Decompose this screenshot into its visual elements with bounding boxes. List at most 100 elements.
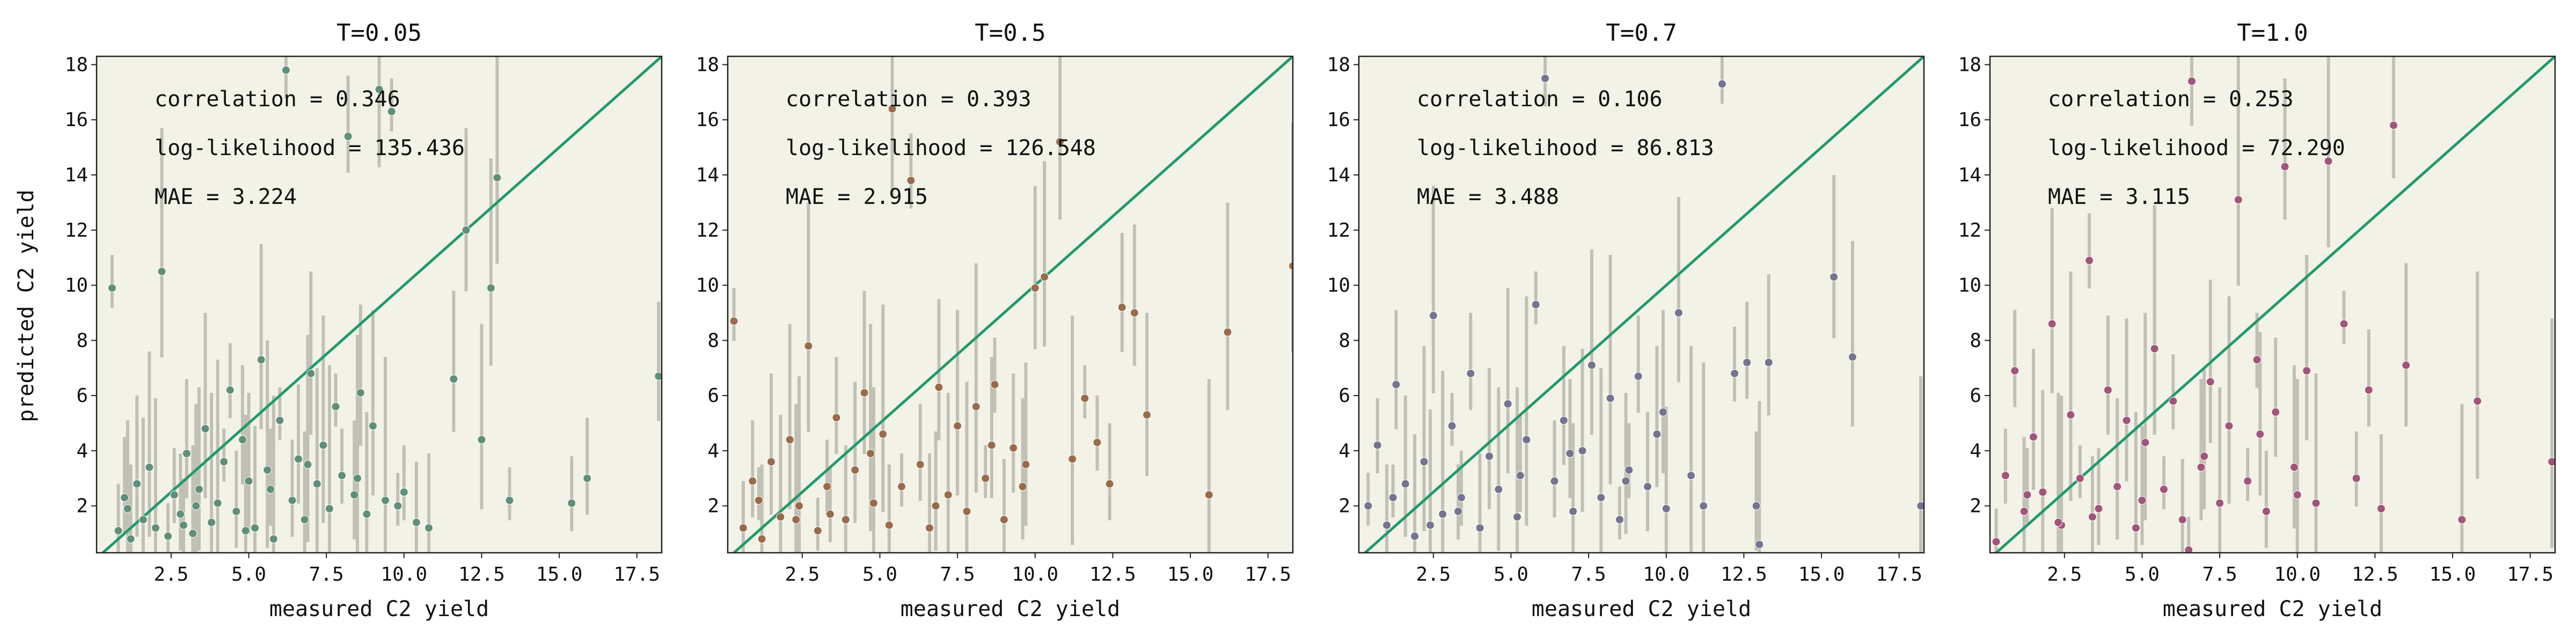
data-point (2352, 474, 2361, 483)
y-tick-label: 18 (696, 54, 719, 76)
data-point (981, 474, 990, 483)
data-point (2339, 319, 2348, 328)
data-point (2271, 407, 2280, 416)
data-point (2103, 385, 2112, 394)
data-point (1289, 261, 1293, 270)
x-tick-label: 17.5 (613, 564, 660, 586)
data-point (219, 457, 229, 466)
data-point (362, 510, 371, 519)
data-point (757, 535, 766, 544)
chart-title: T=0.05 (336, 19, 422, 47)
x-tick-label: 7.5 (1571, 564, 1606, 586)
data-point (251, 523, 260, 532)
data-point (1021, 460, 1030, 469)
data-point (294, 455, 303, 464)
data-point (2324, 157, 2333, 166)
y-tick-label: 8 (707, 330, 719, 352)
data-point (851, 465, 860, 474)
data-point (767, 457, 775, 466)
data-point (2038, 487, 2047, 496)
data-point (1429, 311, 1438, 320)
y-tick-label: 4 (1970, 440, 1981, 462)
y-tick-label: 10 (1327, 275, 1350, 297)
data-point (1992, 537, 2001, 546)
data-point (319, 441, 328, 450)
y-tick-label: 2 (707, 495, 719, 517)
data-point (194, 485, 203, 494)
data-point (1730, 369, 1739, 378)
data-point (825, 510, 835, 519)
data-point (493, 173, 502, 182)
x-tick-label: 5.0 (1494, 564, 1528, 586)
data-point (1541, 74, 1550, 83)
data-point (275, 416, 284, 425)
data-point (138, 515, 148, 524)
data-point (2160, 485, 2168, 494)
y-tick-label: 4 (76, 440, 88, 462)
data-point (804, 341, 813, 350)
data-point (1559, 416, 1568, 425)
data-point (792, 515, 801, 524)
data-point (916, 460, 925, 469)
data-point (350, 491, 359, 500)
y-tick-label: 18 (1327, 54, 1350, 76)
data-point (971, 402, 980, 411)
data-point (126, 535, 135, 544)
data-point (170, 491, 179, 500)
x-tick-label: 5.0 (231, 564, 266, 586)
data-point (192, 501, 201, 510)
data-point (312, 479, 321, 488)
y-tick-label: 2 (1338, 495, 1350, 517)
chart-panel-2: 2.5 5.0 7.5 10.0 12.5 15.0 17.5 2 4 6 8 10 12 14 16 18 T… (696, 19, 1294, 621)
data-point (1382, 521, 1392, 530)
data-point (1916, 501, 1924, 510)
data-point (738, 523, 748, 532)
data-point (925, 523, 934, 532)
data-point (1223, 327, 1232, 336)
data-point (832, 413, 841, 422)
y-tick-label: 14 (1327, 164, 1350, 186)
data-point (1848, 353, 1857, 362)
data-point (2389, 121, 2398, 130)
data-point (1743, 358, 1752, 367)
data-point (201, 424, 210, 433)
x-tick-label: 7.5 (2202, 564, 2237, 586)
data-point (888, 104, 897, 113)
data-point (164, 532, 173, 541)
correlation-annotation: correlation = 0.253 (2048, 87, 2294, 112)
log-likelihood-annotation: log-likelihood = 72.290 (2048, 136, 2345, 160)
x-tick-label: 12.5 (1089, 564, 1136, 586)
mae-annotation: MAE = 3.115 (2048, 185, 2190, 209)
data-point (2377, 504, 2385, 513)
data-point (934, 383, 943, 392)
data-point (748, 477, 757, 486)
data-point (1752, 501, 1761, 510)
data-point (1117, 303, 1126, 312)
y-tick-label: 6 (1338, 385, 1350, 407)
data-point (1410, 532, 1419, 541)
mae-annotation: MAE = 3.488 (1417, 185, 1559, 209)
y-tick-label: 12 (1327, 219, 1350, 241)
data-point (841, 515, 850, 524)
data-point (2010, 366, 2019, 375)
x-tick-label: 5.0 (2125, 564, 2160, 586)
data-point (2184, 545, 2193, 553)
data-point (281, 65, 290, 75)
x-tick-label: 2.5 (2047, 564, 2082, 586)
data-point (1624, 465, 1634, 474)
data-point (2094, 504, 2103, 513)
chart-title: T=1.0 (2237, 19, 2308, 47)
y-tick-label: 16 (1958, 109, 1981, 131)
data-point (1755, 540, 1764, 549)
data-point (1643, 482, 1652, 491)
x-tick-label: 10.0 (380, 564, 427, 586)
x-tick-label: 15.0 (536, 564, 583, 586)
x-tick-label: 17.5 (2507, 564, 2553, 586)
data-point (343, 132, 353, 141)
data-point (1662, 504, 1671, 513)
data-point (2029, 433, 2038, 442)
data-point (300, 515, 309, 524)
x-tick-label: 15.0 (2429, 564, 2476, 586)
x-tick-label: 2.5 (153, 564, 188, 586)
data-point (2066, 411, 2075, 420)
